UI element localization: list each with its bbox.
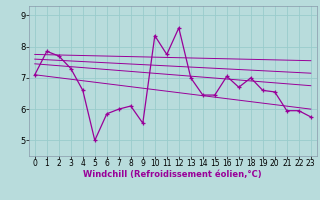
X-axis label: Windchill (Refroidissement éolien,°C): Windchill (Refroidissement éolien,°C) bbox=[84, 170, 262, 179]
